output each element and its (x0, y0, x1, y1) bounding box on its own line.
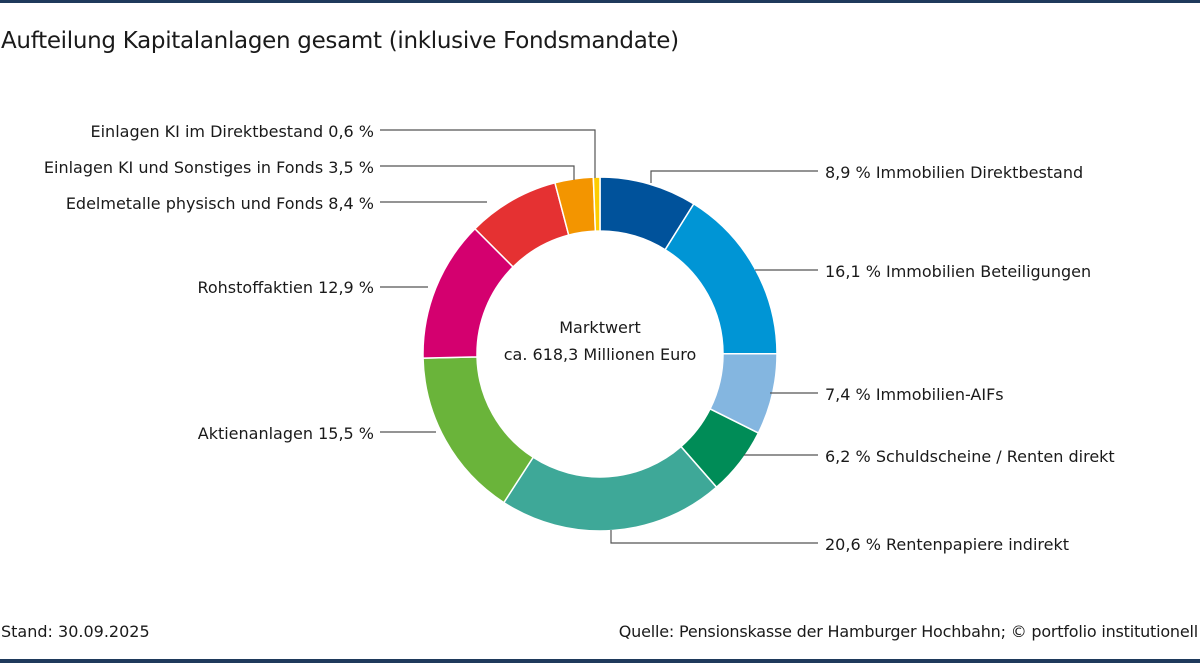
slice-label-2: 7,4 % Immobilien-AIFs (825, 385, 1004, 404)
footer-date: Stand: 30.09.2025 (1, 622, 150, 641)
slice-label-1: 16,1 % Immobilien Beteiligungen (825, 262, 1091, 281)
donut-chart: 8,9 % Immobilien Direktbestand 16,1 % Im… (44, 122, 1115, 554)
donut-slice-5 (422, 356, 535, 504)
slice-label-7: Edelmetalle physisch und Fonds 8,4 % (66, 194, 374, 213)
slice-label-5: Aktienanlagen 15,5 % (198, 424, 374, 443)
slice-label-8: Einlagen KI und Sonstiges in Fonds 3,5 % (44, 158, 374, 177)
bottom-rule (0, 659, 1200, 663)
slice-label-0: 8,9 % Immobilien Direktbestand (825, 163, 1083, 182)
leader-line-9 (380, 129, 596, 178)
slice-label-6: Rohstoffaktien 12,9 % (197, 278, 374, 297)
center-label-line-2: ca. 618,3 Millionen Euro (504, 345, 697, 364)
center-label-line-1: Marktwert (559, 318, 641, 337)
leader-lines-group (380, 129, 818, 544)
footer-source: Quelle: Pensionskasse der Hamburger Hoch… (618, 622, 1198, 641)
donut-slice-1 (664, 202, 778, 355)
slice-label-9: Einlagen KI im Direktbestand 0,6 % (91, 122, 375, 141)
slices-group (422, 176, 778, 532)
leader-line-8 (380, 165, 575, 180)
chart-title: Aufteilung Kapitalanlagen gesamt (inklus… (1, 28, 679, 54)
leader-line-4 (610, 530, 818, 544)
donut-slice-4 (502, 445, 718, 532)
donut-slice-9 (592, 176, 601, 232)
labels-group: 8,9 % Immobilien Direktbestand 16,1 % Im… (44, 122, 1115, 554)
top-rule (0, 0, 1200, 3)
slice-label-3: 6,2 % Schuldscheine / Renten direkt (825, 447, 1115, 466)
slice-label-4: 20,6 % Rentenpapiere indirekt (825, 535, 1069, 554)
leader-line-0 (650, 170, 818, 183)
